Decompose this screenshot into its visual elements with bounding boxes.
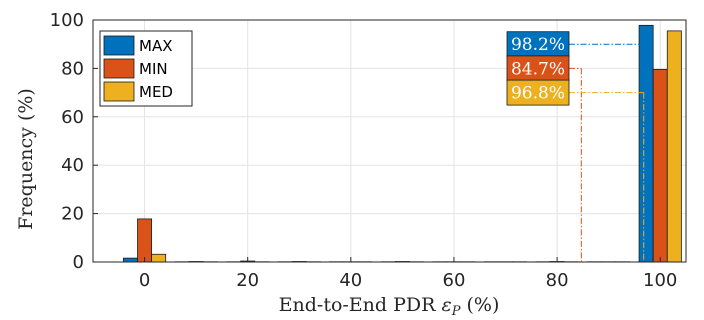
histogram-bars — [123, 24, 682, 263]
y-tick-label: 100 — [50, 10, 84, 31]
x-tick-label: 0 — [139, 270, 150, 291]
bar-min — [652, 68, 668, 263]
annotation-label-min: 84.7% — [511, 59, 565, 79]
y-tick-label: 60 — [61, 107, 84, 128]
annotation-box-min — [506, 55, 570, 82]
bar-min — [137, 218, 153, 263]
x-axis-label-subscript: P — [451, 304, 461, 319]
y-tick-label: 40 — [61, 155, 84, 176]
x-axis-label-unit: (%) — [460, 294, 499, 316]
axis-ticks: 0 20 40 60 80 100 0 20 40 60 80 100 — [50, 10, 678, 291]
legend-label-med: MED — [139, 83, 173, 101]
legend-label-min: MIN — [139, 60, 168, 78]
annotation-box-max — [506, 31, 570, 58]
bar-med — [666, 30, 682, 263]
y-tick-label: 80 — [61, 58, 84, 79]
x-axis-label-main: End-to-End PDR — [279, 294, 442, 316]
y-tick-label: 0 — [73, 252, 84, 273]
x-tick-label: 100 — [643, 270, 677, 291]
legend: MAX MIN MED — [99, 30, 193, 107]
y-tick-label: 20 — [61, 204, 84, 225]
x-tick-label: 20 — [236, 270, 259, 291]
x-axis-label-symbol: ε — [441, 294, 451, 316]
x-tick-label: 60 — [443, 270, 466, 291]
plot-frame — [92, 19, 687, 263]
y-axis-label: Frequency (%) — [15, 88, 37, 230]
value-annotations: 98.2% 84.7% 96.8% — [506, 31, 570, 106]
x-tick-label: 40 — [339, 270, 362, 291]
legend-swatch-max — [103, 35, 135, 56]
bar-max — [123, 257, 138, 263]
legend-swatch-med — [103, 81, 135, 102]
annotation-label-med: 96.8% — [511, 84, 565, 104]
legend-label-max: MAX — [139, 37, 172, 55]
x-axis-label: End-to-End PDR εP (%) — [279, 294, 500, 319]
annotation-box-med — [506, 79, 570, 106]
x-tick-label: 80 — [546, 270, 569, 291]
legend-swatch-min — [103, 58, 135, 79]
annotation-label-max: 98.2% — [511, 35, 565, 55]
bar-med — [151, 253, 167, 263]
reference-lines — [569, 43, 652, 262]
